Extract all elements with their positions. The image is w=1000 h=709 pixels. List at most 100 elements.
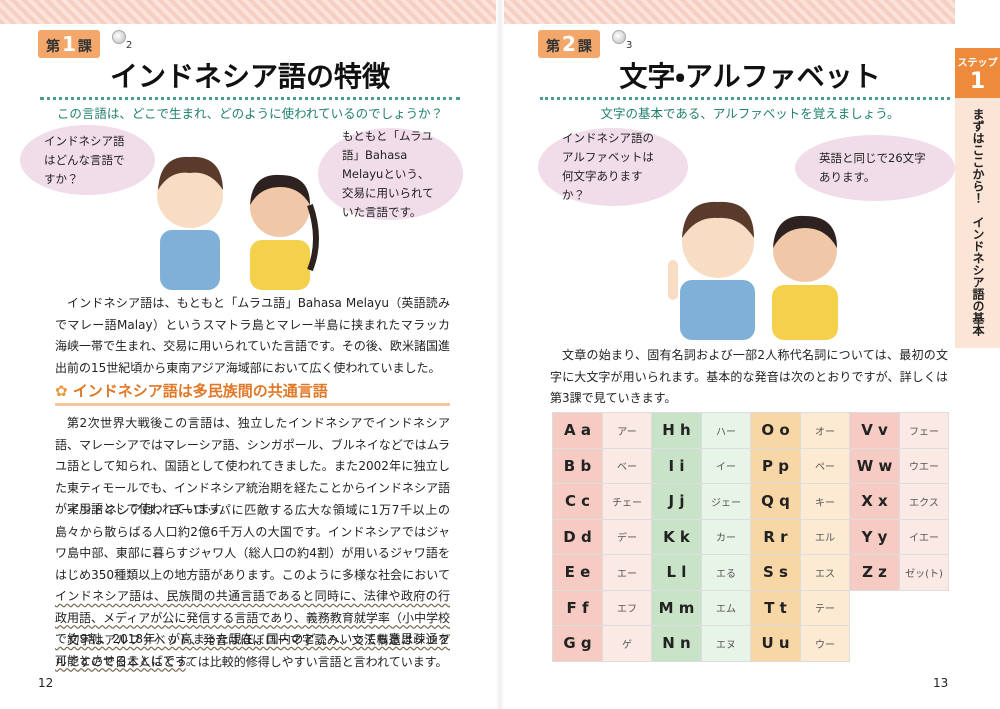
letter: W w bbox=[849, 447, 900, 484]
paragraph: インドネシア語は、もともと「ムラユ語」Bahasa Melayu（英語読みでマレ… bbox=[55, 296, 450, 375]
table-row: B b ベー I i イー P p ペー W w ウエー bbox=[552, 447, 949, 484]
subtitle: この言語は、どこで生まれ、どのように使われているのでしょうか？ bbox=[56, 106, 444, 121]
reading: ウー bbox=[800, 625, 850, 662]
page-title: インドネシア語の特徴 bbox=[109, 60, 390, 93]
reading: カー bbox=[701, 518, 751, 555]
header-band bbox=[500, 0, 955, 24]
reading: ゲ bbox=[602, 625, 652, 662]
reading: ウエー bbox=[899, 447, 949, 484]
speech-bubble: インドネシア語のアルファベットは何文字ありますか？ bbox=[538, 128, 688, 206]
track-number: 2 bbox=[126, 40, 133, 51]
text: インドネシアは、ヨーロッパに匹敵する広大な領域に1万7千以上の島々から散らばる人… bbox=[55, 503, 450, 582]
page-number: 13 bbox=[933, 676, 949, 690]
paragraph: インドネシアは、ヨーロッパに匹敵する広大な領域に1万7千以上の島々から散らばる人… bbox=[55, 500, 450, 672]
reading: ゼッ(ト) bbox=[899, 554, 949, 591]
table-row: D d デー K k カー R r エル Y y イエー bbox=[552, 518, 949, 555]
section-heading: ✿ インドネシア語は多民族間の共通言語 bbox=[55, 380, 450, 406]
paragraph: 文章の始まり、固有名詞および一部2人称代名詞については、最初の文字に大文字が用い… bbox=[550, 348, 948, 405]
letter: A a bbox=[552, 412, 603, 449]
letter: O o bbox=[750, 412, 801, 449]
letter: V v bbox=[849, 412, 900, 449]
subtitle: 文字の基本である、アルファベットを覚えましょう。 bbox=[600, 106, 900, 121]
reading: チェー bbox=[602, 483, 652, 520]
text: 。 bbox=[185, 653, 198, 668]
divider bbox=[540, 97, 950, 100]
letter: M m bbox=[651, 589, 702, 626]
page-title: 文字・アルファベット bbox=[619, 60, 881, 93]
side-tab: ステップ 1 まずはここから！ インドネシア語の基本 bbox=[955, 48, 1000, 348]
header-band bbox=[0, 0, 500, 24]
table-row: A a アー H h ハー O o オー V v フェー bbox=[552, 412, 949, 449]
reading: デー bbox=[602, 518, 652, 555]
table-row: C c チェー J j ジェー Q q キー X x エクス bbox=[552, 483, 949, 520]
paragraph: 文字はアルファベット、発音はほぼローマ字読み、文法構造はシンプルですので日本人に… bbox=[55, 633, 450, 669]
reading: ペー bbox=[800, 447, 850, 484]
reading: エクス bbox=[899, 483, 949, 520]
empty-cell bbox=[900, 590, 949, 626]
reading: ベー bbox=[602, 447, 652, 484]
speech-bubble: もともと「ムラユ語」Bahasa Melayuという、交易に用いられていた言語で… bbox=[318, 128, 463, 220]
illustration bbox=[668, 201, 838, 340]
letter: N n bbox=[651, 625, 702, 662]
letter: F f bbox=[552, 589, 603, 626]
letter: S s bbox=[750, 554, 801, 591]
reading: ハー bbox=[701, 412, 751, 449]
letter: B b bbox=[552, 447, 603, 484]
track-number: 3 bbox=[626, 40, 633, 51]
illustration bbox=[157, 156, 319, 290]
letter: C c bbox=[552, 483, 603, 520]
reading: エム bbox=[701, 589, 751, 626]
letter: I i bbox=[651, 447, 702, 484]
speech-bubble: 英語と同じで26文字あります。 bbox=[795, 135, 955, 201]
reading: イー bbox=[701, 447, 751, 484]
reading: エヌ bbox=[701, 625, 751, 662]
letter: D d bbox=[552, 518, 603, 555]
reading: エス bbox=[800, 554, 850, 591]
audio-icon bbox=[112, 30, 126, 44]
letter: U u bbox=[750, 625, 801, 662]
underlined-text: インドネシア語は、民族間の共通言語であると同時に、法律や政府の行政用語、メディア… bbox=[55, 589, 450, 668]
reading: ジェー bbox=[701, 483, 751, 520]
letter: X x bbox=[849, 483, 900, 520]
table-row: E e エー L l エる S s エス Z z ゼッ(ト) bbox=[552, 554, 949, 591]
reading: フェー bbox=[899, 412, 949, 449]
reading: アー bbox=[602, 412, 652, 449]
reading: エー bbox=[602, 554, 652, 591]
empty-cell bbox=[850, 590, 900, 626]
letter: Z z bbox=[849, 554, 900, 591]
letter: G g bbox=[552, 625, 603, 662]
letter: Q q bbox=[750, 483, 801, 520]
letter: E e bbox=[552, 554, 603, 591]
empty-cell bbox=[900, 626, 949, 662]
side-tab-text: まずはここから！ インドネシア語の基本 bbox=[971, 108, 985, 336]
letter: Y y bbox=[849, 518, 900, 555]
gutter bbox=[496, 0, 504, 709]
empty-cell bbox=[850, 626, 900, 662]
reading: エる bbox=[701, 554, 751, 591]
divider bbox=[40, 97, 460, 100]
reading: エフ bbox=[602, 589, 652, 626]
reading: イエー bbox=[899, 518, 949, 555]
reading: キー bbox=[800, 483, 850, 520]
table-row: F f エフ M m エム T t テー bbox=[552, 589, 949, 626]
letter: L l bbox=[651, 554, 702, 591]
page-number: 12 bbox=[38, 676, 54, 690]
audio-icon bbox=[612, 30, 626, 44]
reading: オー bbox=[800, 412, 850, 449]
reading: テー bbox=[800, 589, 850, 626]
reading: エル bbox=[800, 518, 850, 555]
letter: T t bbox=[750, 589, 801, 626]
letter: P p bbox=[750, 447, 801, 484]
letter: R r bbox=[750, 518, 801, 555]
letter: J j bbox=[651, 483, 702, 520]
paragraph: 第2次世界大戦後この言語は、独立したインドネシアでインドネシア語、マレーシアでは… bbox=[55, 416, 450, 516]
speech-bubble: インドネシア語はどんな言語ですか？ bbox=[20, 125, 155, 195]
letter: K k bbox=[651, 518, 702, 555]
letter: H h bbox=[651, 412, 702, 449]
step-label: ステップ 1 bbox=[955, 48, 1000, 98]
